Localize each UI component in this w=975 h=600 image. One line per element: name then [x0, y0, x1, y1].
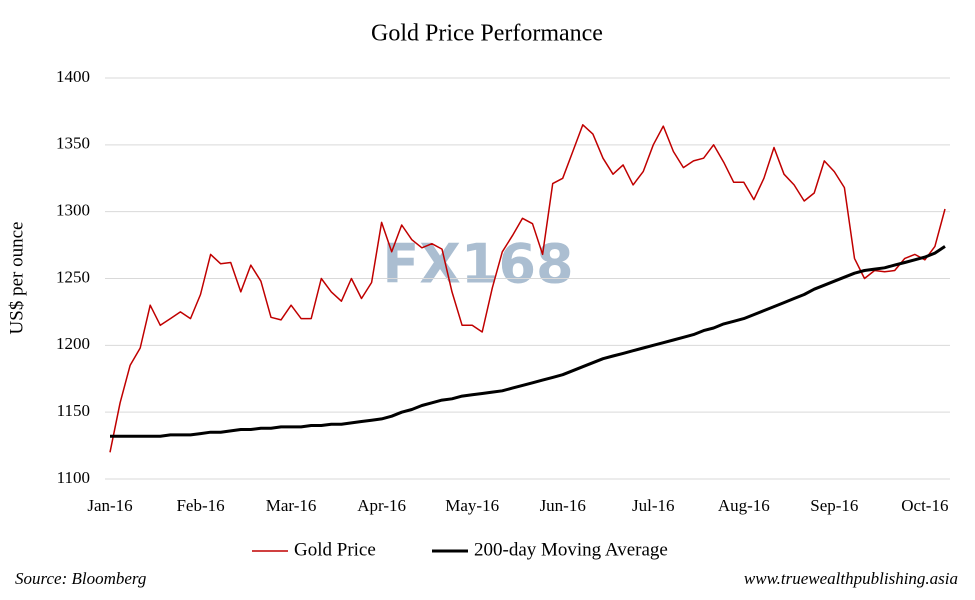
y-tick-label: 1200 [56, 334, 90, 353]
source-note: Source: Bloomberg [15, 569, 146, 588]
x-tick-label: Apr-16 [357, 496, 406, 515]
x-tick-label: Mar-16 [266, 496, 317, 515]
watermark: FX168 [382, 233, 573, 296]
y-axis-label: US$ per ounce [6, 222, 27, 335]
data-line [110, 245, 946, 438]
y-tick-label: 1350 [56, 134, 90, 153]
legend-label: Gold Price [294, 539, 376, 560]
x-tick-label: Oct-16 [901, 496, 948, 515]
chart-title: Gold Price Performance [371, 21, 603, 47]
y-tick-label: 1250 [56, 267, 90, 286]
x-tick-label: Feb-16 [176, 496, 224, 515]
y-tick-label: 1100 [57, 468, 90, 487]
y-tick-label: 1300 [56, 201, 90, 220]
x-tick-label: Jan-16 [87, 496, 132, 515]
y-tick-label: 1400 [56, 67, 90, 86]
data-line [109, 124, 946, 453]
legend-label: 200-day Moving Average [474, 539, 668, 560]
x-tick-label: Jul-16 [632, 496, 675, 515]
x-tick-label: Jun-16 [540, 496, 586, 515]
website-note: www.truewealthpublishing.asia [744, 569, 958, 588]
x-tick-label: Aug-16 [718, 496, 770, 515]
x-tick-label: Sep-16 [810, 496, 858, 515]
y-tick-label: 1150 [57, 401, 90, 420]
x-tick-label: May-16 [445, 496, 499, 515]
